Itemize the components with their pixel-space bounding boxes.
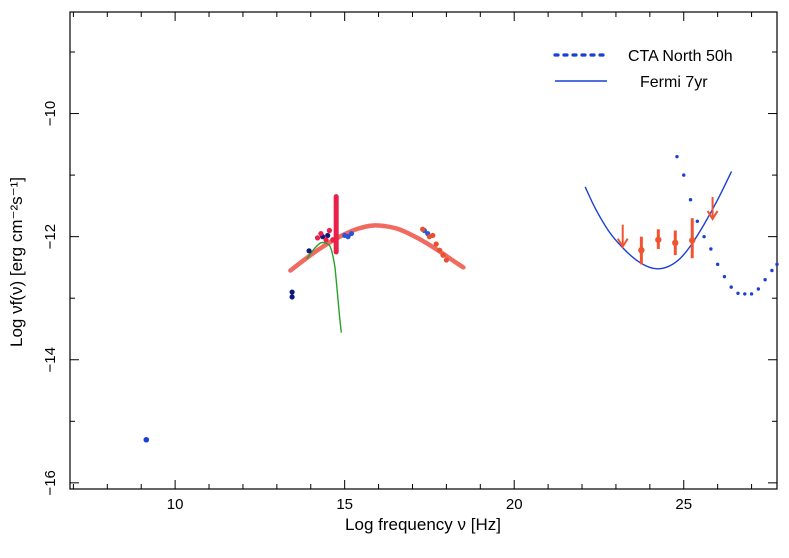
series-fermi-lat-data (638, 218, 696, 265)
series-layer (143, 154, 779, 443)
data-point (143, 436, 150, 443)
upper-limit-arrow (616, 238, 629, 249)
x-tick-label: 15 (336, 496, 353, 513)
y-tick-label: −10 (42, 101, 59, 126)
data-point (325, 232, 331, 239)
cta-dot (749, 292, 754, 296)
legend-entry-cta: CTA North 50h (553, 48, 733, 65)
plot-frame (69, 11, 778, 490)
cta-dot (743, 292, 747, 296)
legend-label-fermi: Fermi 7yr (640, 74, 708, 91)
series-line (306, 241, 342, 333)
series-synchrotron-model-fit (288, 223, 466, 273)
series-cta-north-50h (675, 154, 779, 296)
cta-dot (722, 274, 727, 279)
cta-dot (695, 219, 700, 223)
legend: CTA North 50h Fermi 7yr (553, 48, 733, 91)
upper-limit-arrow (706, 210, 719, 221)
data-point (433, 241, 439, 247)
x-tick-label: 25 (675, 496, 692, 513)
data-point (326, 227, 333, 234)
data-point (655, 236, 662, 243)
data-point (443, 257, 449, 263)
cta-dot (770, 268, 774, 273)
data-point (323, 237, 329, 243)
cta-dot (702, 234, 706, 239)
data-point (345, 234, 351, 240)
legend-label-cta: CTA North 50h (628, 48, 733, 65)
data-point (318, 230, 324, 237)
cta-dot (682, 173, 686, 177)
data-point (689, 237, 696, 244)
data-point (289, 289, 295, 295)
x-axis-title: Log frequency ν [Hz] (345, 515, 501, 534)
series-x-ray-swift-xrt- (420, 226, 449, 263)
data-point (440, 252, 446, 258)
series-host-galaxy-template (306, 241, 342, 333)
y-tick-label: −16 (42, 470, 59, 495)
data-point (306, 248, 312, 254)
series-line (584, 171, 732, 270)
cta-dot (688, 198, 693, 202)
data-point (430, 232, 436, 239)
y-axis: −16 −14 −12 −10 (42, 51, 777, 496)
series-fermi-7yr (584, 171, 732, 270)
data-point (672, 239, 679, 247)
cta-dot (756, 287, 761, 291)
cta-dot (729, 285, 733, 289)
series-line (288, 223, 466, 273)
data-point (638, 246, 645, 254)
y-tick-label: −14 (42, 347, 59, 372)
data-point (348, 230, 355, 237)
cta-dot (775, 262, 779, 267)
cta-dot (763, 278, 767, 282)
data-point (289, 294, 295, 300)
cta-dot (736, 291, 740, 295)
y-tick-label: −12 (42, 224, 59, 249)
x-tick-label: 10 (167, 496, 184, 513)
cta-dot (675, 154, 679, 159)
cta-dot (715, 262, 720, 267)
data-point (420, 226, 426, 232)
series-radio (143, 436, 150, 443)
cta-dot (709, 247, 713, 251)
legend-entry-fermi: Fermi 7yr (555, 74, 708, 91)
x-tick-label: 20 (506, 496, 523, 513)
x-axis: 10 15 20 25 (72, 12, 753, 513)
data-point (437, 247, 443, 253)
data-point (314, 235, 321, 241)
series-fermi-lat-upper-limits (616, 196, 719, 249)
y-axis-title: Log νf(ν) [erg cm⁻²s⁻¹] (7, 177, 26, 347)
